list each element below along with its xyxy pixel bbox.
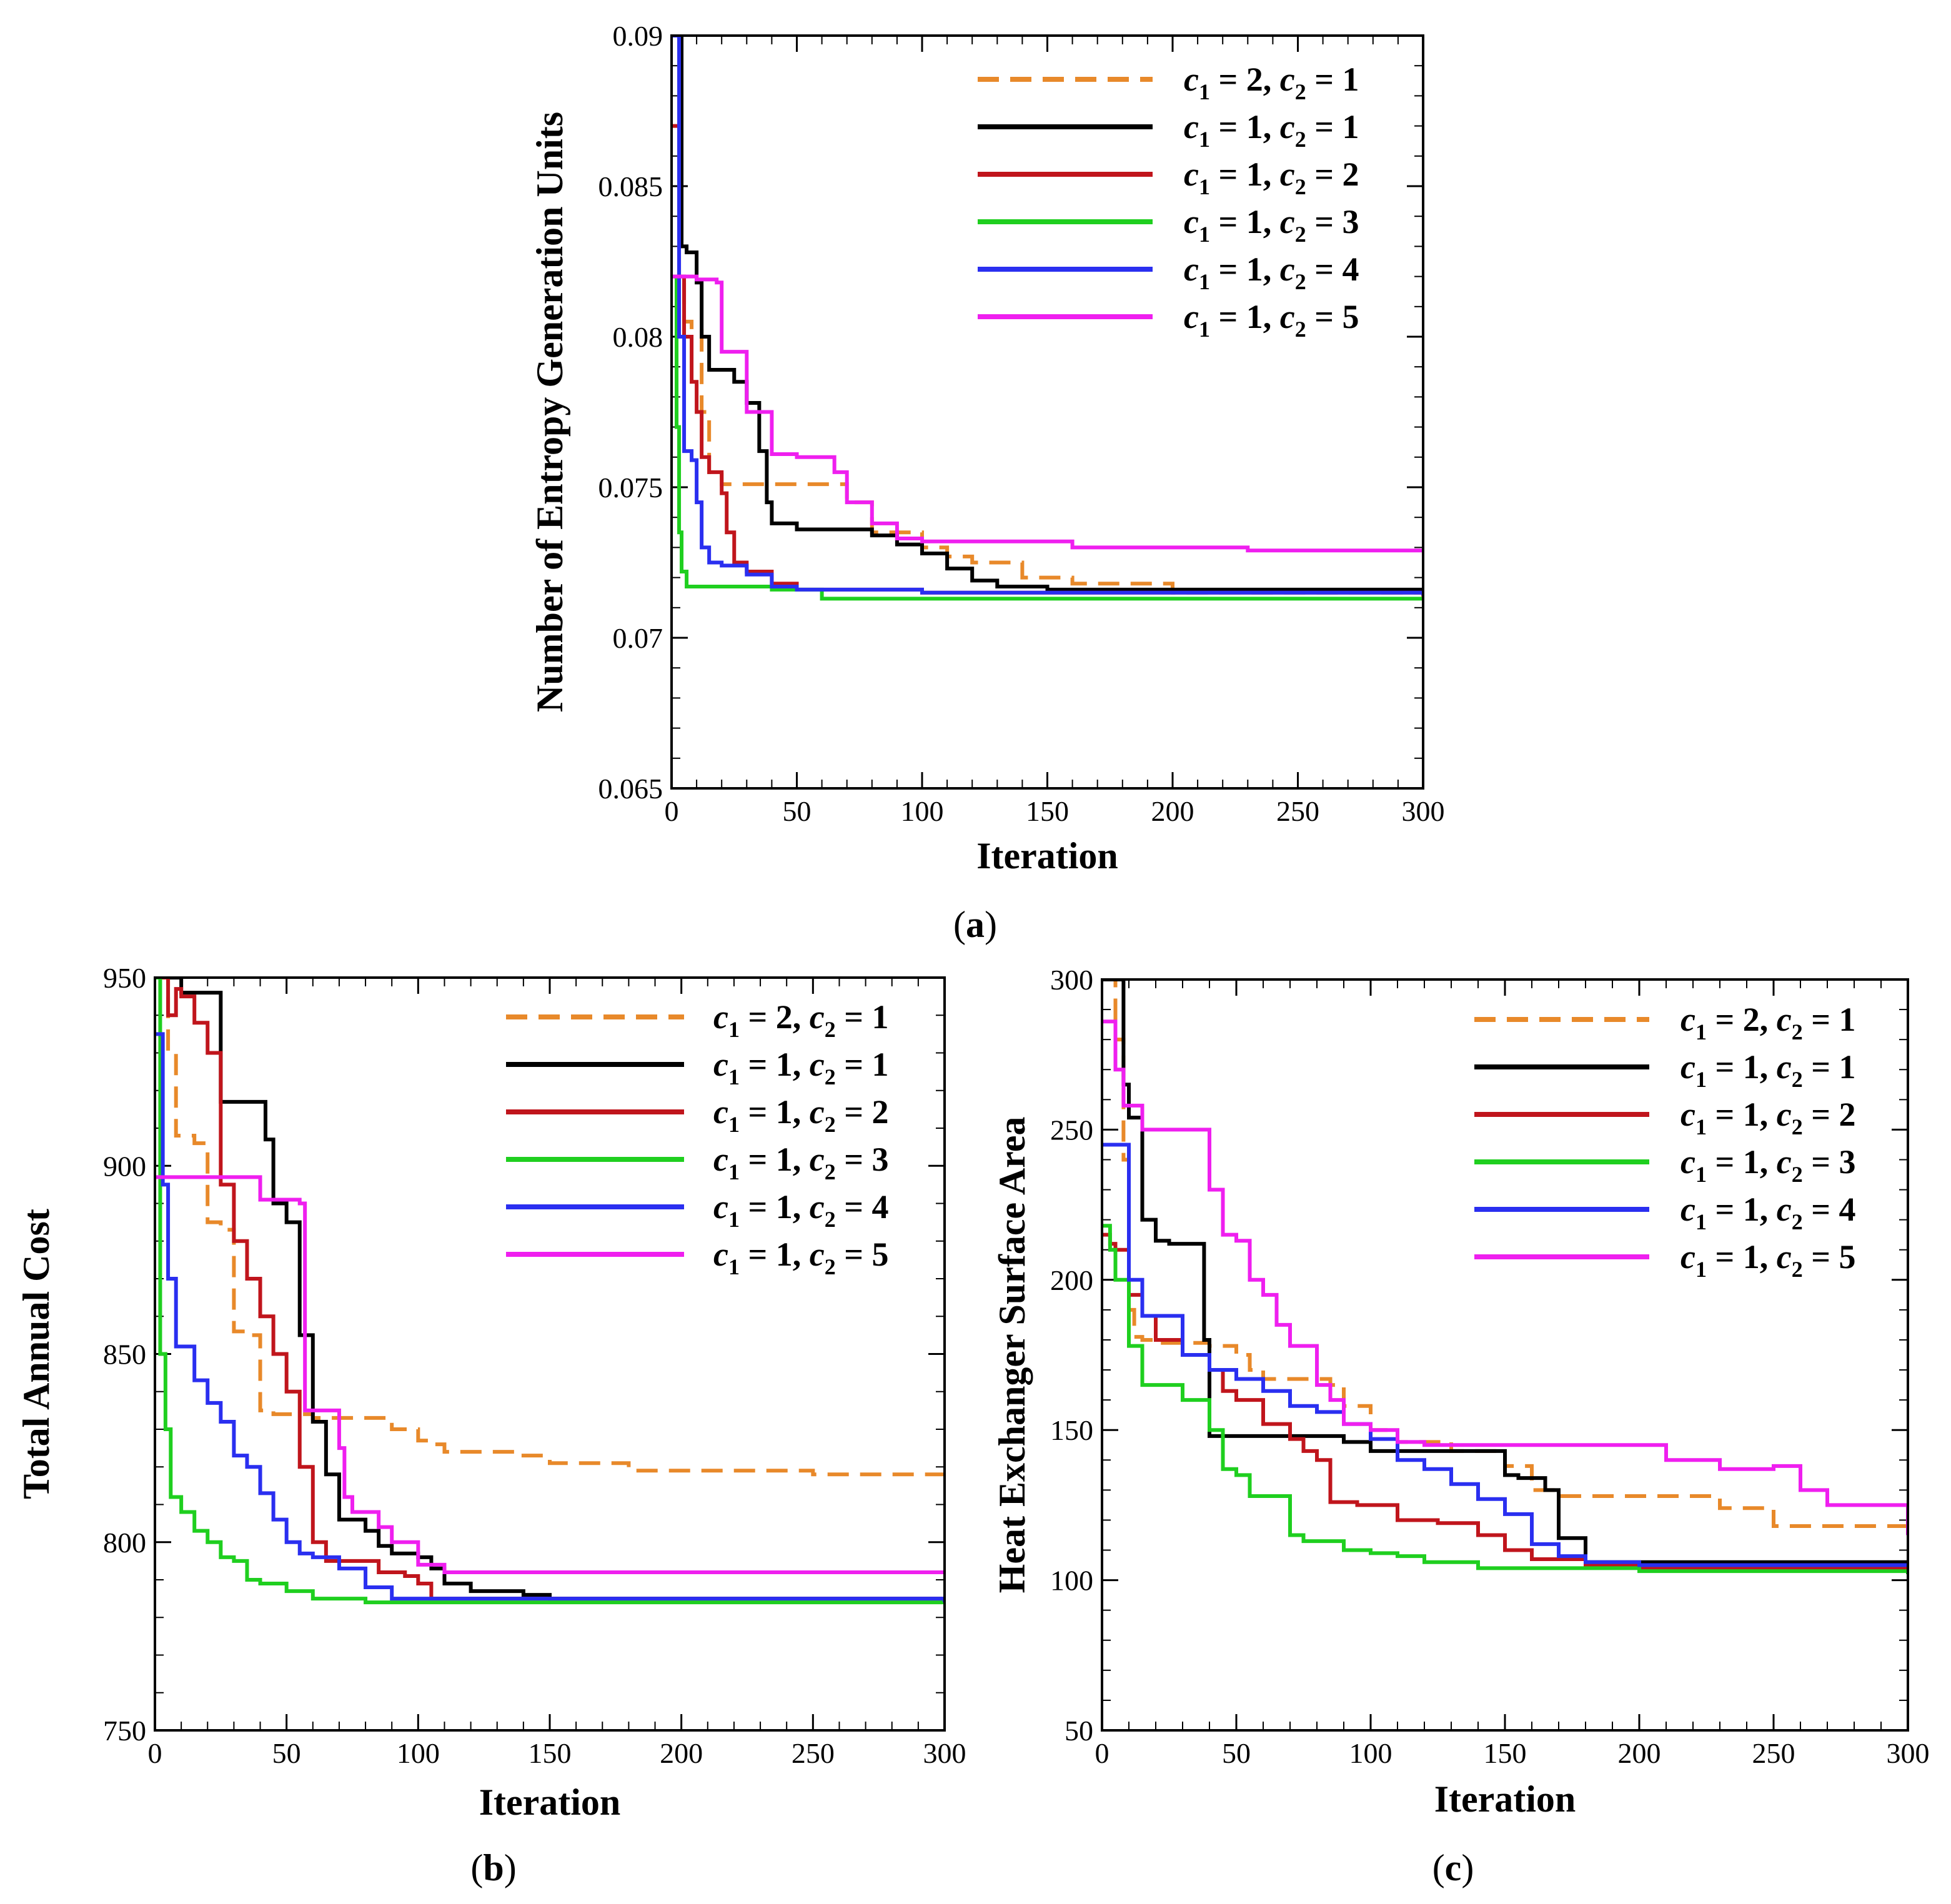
series-line-c1_1_c2_4 — [672, 36, 1423, 596]
x-tick-label: 0 — [665, 795, 679, 827]
legend-label-0: c1 = 2, c2 = 1 — [1184, 61, 1359, 104]
legend-label-1: c1 = 1, c2 = 1 — [1680, 1048, 1856, 1092]
legend-label-3: c1 = 1, c2 = 3 — [713, 1141, 889, 1184]
y-tick-label: 0.07 — [613, 622, 663, 654]
series-line-c1_1_c2_2 — [155, 978, 945, 1603]
y-tick-label: 50 — [1065, 1715, 1093, 1747]
x-axis-title: Iteration — [479, 1782, 621, 1823]
x-tick-label: 150 — [529, 1737, 572, 1769]
x-tick-label: 300 — [1887, 1737, 1930, 1769]
legend-label-2: c1 = 1, c2 = 2 — [1680, 1096, 1856, 1139]
y-tick-label: 150 — [1050, 1414, 1093, 1446]
x-tick-label: 100 — [1349, 1737, 1393, 1769]
legend: c1 = 2, c2 = 1c1 = 1, c2 = 1c1 = 1, c2 =… — [1474, 1001, 1856, 1282]
x-tick-label: 200 — [1151, 795, 1194, 827]
panel-tag: (a) — [953, 904, 997, 945]
legend-label-3: c1 = 1, c2 = 3 — [1680, 1143, 1856, 1187]
series-line-c1_1_c2_5 — [155, 1175, 945, 1574]
y-axis-title: Total Annual Cost — [16, 1209, 57, 1499]
y-axis-title: Number of Entropy Generation Units — [529, 112, 570, 712]
x-tick-label: 250 — [1276, 795, 1319, 827]
legend: c1 = 2, c2 = 1c1 = 1, c2 = 1c1 = 1, c2 =… — [978, 61, 1359, 342]
x-tick-label: 250 — [792, 1737, 835, 1769]
panel-b-total-annual-cost: 0 50 100 150 200 250 300 750 800 850 900 950 c1 = 2,… — [16, 962, 966, 1888]
legend-label-2: c1 = 1, c2 = 2 — [1184, 156, 1359, 199]
series-line-c1_1_c2_5 — [1102, 1019, 1908, 1535]
legend-label-3: c1 = 1, c2 = 3 — [1184, 203, 1359, 247]
series-line-c1_2_c2_1 — [155, 978, 945, 1477]
x-tick-label: 300 — [923, 1737, 966, 1769]
series-line-c1_1_c2_2 — [1102, 1232, 1908, 1572]
y-tick-label: 0.09 — [613, 20, 663, 52]
x-tick-label: 250 — [1752, 1737, 1795, 1769]
x-tick-label: 0 — [1095, 1737, 1110, 1769]
x-tick-label: 200 — [1618, 1737, 1661, 1769]
y-tick-label: 300 — [1050, 964, 1093, 996]
plot-frame — [670, 34, 1424, 790]
legend-label-2: c1 = 1, c2 = 2 — [713, 1093, 889, 1137]
x-tick-label: 100 — [901, 795, 944, 827]
legend-label-5: c1 = 1, c2 = 5 — [713, 1236, 889, 1279]
series-line-c1_1_c2_5 — [672, 274, 1423, 553]
x-tick-label: 100 — [397, 1737, 440, 1769]
y-tick-label: 0.065 — [598, 773, 663, 805]
x-tick-label: 200 — [660, 1737, 703, 1769]
series-line-c1_1_c2_1 — [155, 978, 945, 1603]
panel-tag: (c) — [1432, 1847, 1474, 1888]
x-tick-label: 50 — [272, 1737, 301, 1769]
y-tick-label: 0.085 — [598, 171, 663, 202]
y-tick-label: 950 — [103, 962, 146, 994]
plot-frame — [154, 976, 946, 1732]
y-tick-label: 0.08 — [613, 321, 663, 353]
x-tick-label: 300 — [1402, 795, 1445, 827]
series-line-c1_1_c2_1 — [672, 36, 1423, 596]
series-line-c1_2_c2_1 — [1102, 979, 1908, 1535]
series-line-c1_1_c2_3 — [155, 978, 945, 1605]
legend-label-5: c1 = 1, c2 = 5 — [1680, 1238, 1856, 1282]
legend-label-4: c1 = 1, c2 = 4 — [713, 1188, 889, 1232]
y-tick-label: 250 — [1050, 1114, 1093, 1146]
x-axis-title: Iteration — [1434, 1778, 1576, 1820]
legend-label-0: c1 = 2, c2 = 1 — [1680, 1001, 1856, 1044]
x-axis-title: Iteration — [976, 835, 1118, 876]
y-axis-title: Heat Exchanger Surface Area — [991, 1117, 1033, 1594]
y-tick-label: 900 — [103, 1150, 146, 1182]
x-tick-label: 50 — [783, 795, 812, 827]
legend: c1 = 2, c2 = 1c1 = 1, c2 = 1c1 = 1, c2 =… — [506, 998, 889, 1279]
series-line-c1_1_c2_3 — [1102, 1224, 1908, 1574]
y-tick-label: 800 — [103, 1527, 146, 1559]
x-tick-label: 150 — [1484, 1737, 1527, 1769]
y-tick-label: 0.075 — [598, 472, 663, 503]
legend-label-1: c1 = 1, c2 = 1 — [713, 1046, 889, 1089]
legend-label-0: c1 = 2, c2 = 1 — [713, 998, 889, 1042]
x-tick-label: 150 — [1026, 795, 1069, 827]
x-tick-label: 0 — [148, 1737, 162, 1769]
x-tick-label: 50 — [1222, 1737, 1251, 1769]
legend-label-1: c1 = 1, c2 = 1 — [1184, 108, 1359, 152]
y-tick-label: 750 — [103, 1715, 146, 1747]
legend-label-4: c1 = 1, c2 = 4 — [1680, 1191, 1856, 1234]
series-line-c1_1_c2_1 — [1102, 979, 1908, 1565]
legend-label-4: c1 = 1, c2 = 4 — [1184, 250, 1359, 294]
y-tick-label: 100 — [1050, 1565, 1093, 1597]
series-line-c1_1_c2_4 — [155, 1032, 945, 1603]
panel-tag: (b) — [470, 1847, 516, 1888]
y-tick-label: 850 — [103, 1339, 146, 1371]
panel-a-entropy-generation: 0 50 100 150 200 250 300 0.065 0.07 0.075 0.08 0.08… — [529, 20, 1445, 945]
plot-frame — [1101, 978, 1909, 1732]
y-tick-label: 200 — [1050, 1264, 1093, 1296]
legend-label-5: c1 = 1, c2 = 5 — [1184, 298, 1359, 342]
